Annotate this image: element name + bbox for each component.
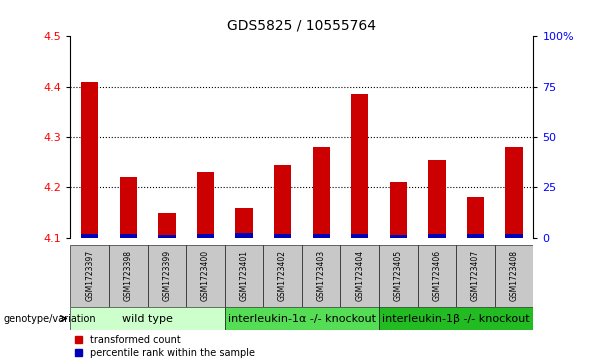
Text: wild type: wild type — [122, 314, 173, 323]
Bar — [466, 234, 484, 238]
Bar — [351, 234, 368, 238]
Bar — [302, 245, 340, 307]
Bar — [379, 245, 417, 307]
Bar — [81, 82, 99, 238]
Bar — [235, 233, 253, 238]
Text: GSM1723403: GSM1723403 — [317, 250, 326, 301]
Bar — [428, 234, 446, 238]
Text: GSM1723400: GSM1723400 — [201, 250, 210, 301]
Bar — [390, 235, 407, 238]
Bar — [340, 245, 379, 307]
Bar — [235, 208, 253, 238]
Bar — [120, 234, 137, 238]
Bar — [158, 235, 175, 238]
Bar — [148, 245, 186, 307]
Bar — [197, 234, 214, 238]
Bar — [313, 147, 330, 238]
Text: GSM1723397: GSM1723397 — [85, 250, 94, 301]
Bar — [390, 182, 407, 238]
Bar — [428, 160, 446, 238]
Text: GSM1723405: GSM1723405 — [394, 250, 403, 301]
Text: GSM1723399: GSM1723399 — [162, 250, 172, 301]
Bar — [225, 307, 379, 330]
Text: interleukin-1α -/- knockout: interleukin-1α -/- knockout — [228, 314, 376, 323]
Bar — [120, 177, 137, 238]
Text: GSM1723401: GSM1723401 — [240, 250, 248, 301]
Bar — [351, 94, 368, 238]
Bar — [466, 197, 484, 238]
Bar — [70, 307, 225, 330]
Text: GSM1723406: GSM1723406 — [432, 250, 441, 301]
Text: GSM1723407: GSM1723407 — [471, 250, 480, 301]
Bar — [274, 234, 291, 238]
Title: GDS5825 / 10555764: GDS5825 / 10555764 — [227, 19, 376, 32]
Bar — [495, 245, 533, 307]
Bar — [81, 234, 99, 238]
Text: interleukin-1β -/- knockout: interleukin-1β -/- knockout — [383, 314, 530, 323]
Bar — [505, 147, 523, 238]
Text: GSM1723402: GSM1723402 — [278, 250, 287, 301]
Bar — [109, 245, 148, 307]
Bar — [264, 245, 302, 307]
Bar — [456, 245, 495, 307]
Bar — [379, 307, 533, 330]
Bar — [417, 245, 456, 307]
Bar — [225, 245, 264, 307]
Text: genotype/variation: genotype/variation — [3, 314, 96, 323]
Bar — [158, 213, 175, 238]
Bar — [505, 234, 523, 238]
Bar — [313, 234, 330, 238]
Text: GSM1723404: GSM1723404 — [356, 250, 364, 301]
Bar — [186, 245, 225, 307]
Text: GSM1723398: GSM1723398 — [124, 250, 133, 301]
Bar — [70, 245, 109, 307]
Legend: transformed count, percentile rank within the sample: transformed count, percentile rank withi… — [75, 335, 255, 358]
Bar — [197, 172, 214, 238]
Bar — [274, 165, 291, 238]
Text: GSM1723408: GSM1723408 — [509, 250, 519, 301]
